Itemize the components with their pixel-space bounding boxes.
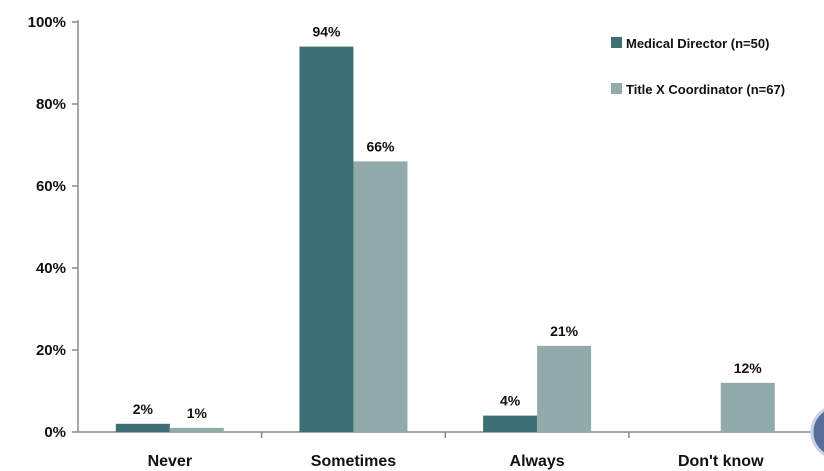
data-label: 66% <box>366 138 395 154</box>
x-category-label: Always <box>510 453 565 470</box>
legend-label: Title X Coordinator (n=67) <box>626 82 785 97</box>
y-tick-label: 60% <box>36 178 66 195</box>
y-tick-label: 100% <box>28 14 66 31</box>
x-category-label: Never <box>148 453 192 470</box>
data-label: 2% <box>133 401 154 417</box>
legend-swatch <box>611 37 622 48</box>
bars: 2% 1% 94% 66% 4% 21% 12% <box>115 24 775 432</box>
y-tick-label: 20% <box>36 342 66 359</box>
x-category-label: Don't know <box>678 453 764 470</box>
data-label: 4% <box>500 393 521 409</box>
y-tick-label: 40% <box>36 260 66 277</box>
legend-label: Medical Director (n=50) <box>626 36 769 51</box>
bar-title-x-coordinator <box>169 427 224 432</box>
bar-medical-director <box>483 415 538 432</box>
legend-swatch <box>611 83 622 94</box>
legend: Medical Director (n=50) Title X Coordinat… <box>611 36 785 97</box>
y-tick-label: 80% <box>36 96 66 113</box>
bar-title-x-coordinator <box>353 161 408 432</box>
bar-medical-director <box>115 423 170 432</box>
bar-medical-director <box>299 46 354 432</box>
bar-title-x-coordinator <box>537 345 592 432</box>
y-tick-label: 0% <box>44 424 66 441</box>
data-label: 21% <box>550 323 579 339</box>
x-category-label: Sometimes <box>311 453 396 470</box>
decorative-circle <box>810 408 824 456</box>
axes: 0% 20% 40% 60% 80% 100% Never Sometimes Always Do… <box>28 14 820 470</box>
data-label: 94% <box>312 24 341 40</box>
data-label: 12% <box>734 360 763 376</box>
bar-title-x-coordinator <box>720 382 775 432</box>
data-label: 1% <box>187 405 208 421</box>
